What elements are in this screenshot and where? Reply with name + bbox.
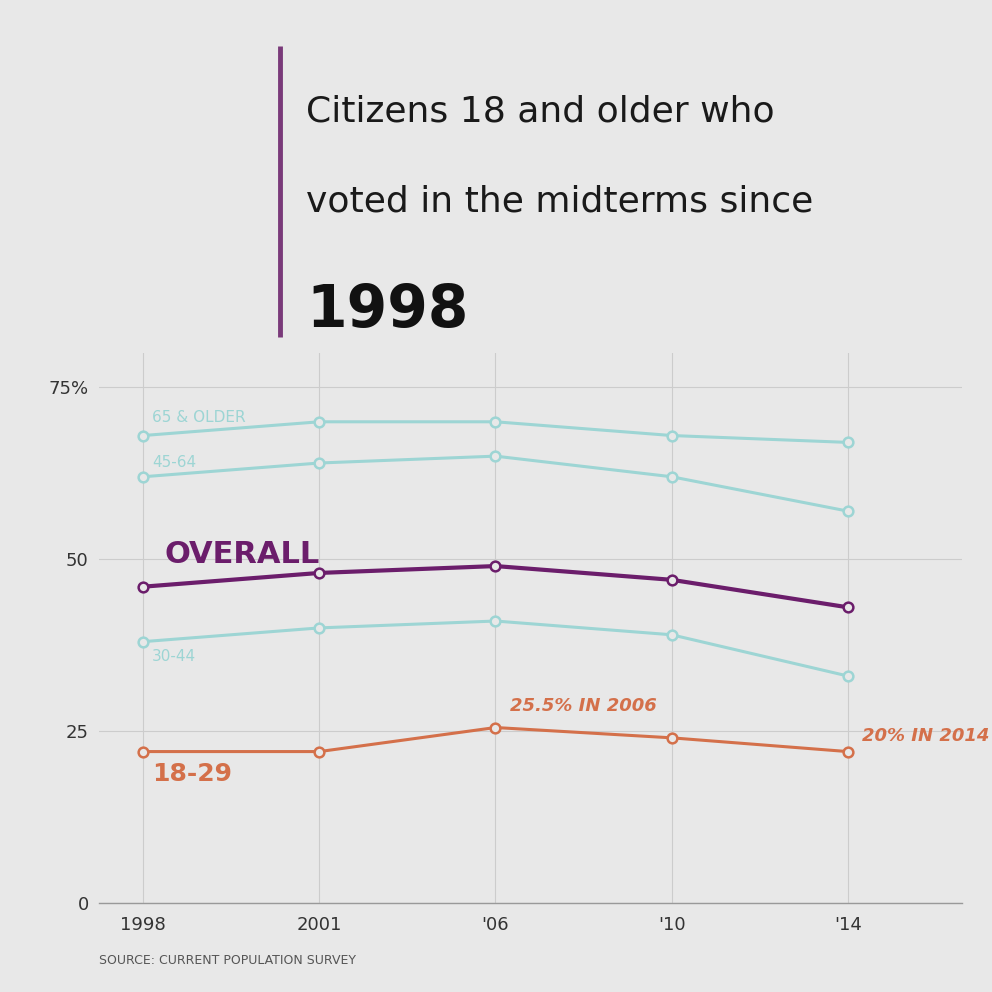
Text: 45-64: 45-64 — [152, 455, 196, 470]
Text: voted in the midterms since: voted in the midterms since — [307, 185, 813, 219]
Text: 1998: 1998 — [307, 282, 468, 339]
Text: 30-44: 30-44 — [152, 649, 196, 664]
Text: Citizens 18 and older who: Citizens 18 and older who — [307, 94, 775, 128]
Text: OVERALL: OVERALL — [165, 541, 319, 569]
Text: 18-29: 18-29 — [152, 762, 232, 786]
Text: SOURCE: CURRENT POPULATION SURVEY: SOURCE: CURRENT POPULATION SURVEY — [99, 954, 356, 967]
Text: 25.5% IN 2006: 25.5% IN 2006 — [510, 697, 657, 715]
Text: 20% IN 2014: 20% IN 2014 — [862, 727, 989, 745]
Text: 65 & OLDER: 65 & OLDER — [152, 411, 246, 426]
